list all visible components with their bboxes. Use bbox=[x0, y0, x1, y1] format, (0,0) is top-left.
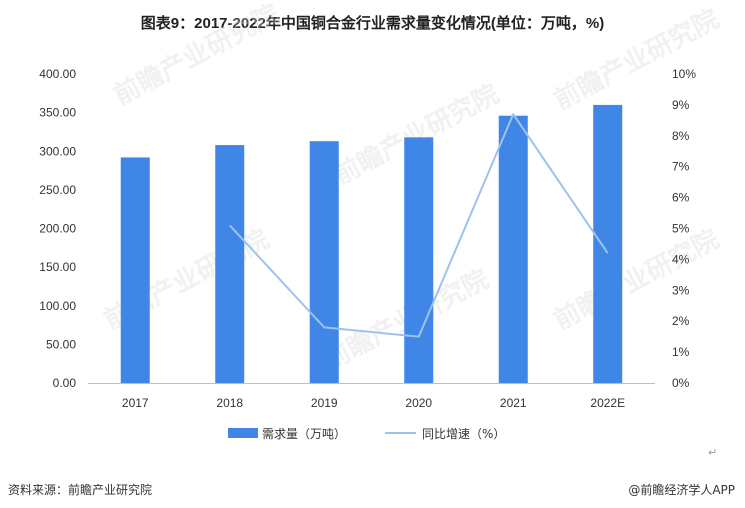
left-tick-label: 300.00 bbox=[39, 144, 76, 158]
brand-credit: @前瞻经济学人APP bbox=[628, 483, 735, 497]
left-tick-label: 250.00 bbox=[39, 183, 76, 197]
return-symbol: ↵ bbox=[708, 447, 718, 459]
right-tick-label: 5% bbox=[672, 222, 690, 236]
left-tick-label: 400.00 bbox=[39, 67, 76, 81]
left-tick-label: 150.00 bbox=[39, 260, 76, 274]
watermark-text: 前瞻产业研究院 bbox=[549, 223, 724, 336]
right-tick-label: 9% bbox=[672, 98, 690, 112]
legend: 需求量（万吨） 同比增速（%） bbox=[228, 427, 505, 441]
right-axis-ticks: 0% 1% 2% 3% 4% 5% 6% 7% 8% 9% 10% bbox=[672, 67, 696, 390]
left-tick-label: 350.00 bbox=[39, 106, 76, 120]
right-tick-label: 2% bbox=[672, 314, 690, 328]
legend-bar-swatch bbox=[228, 428, 258, 438]
x-tick-label: 2021 bbox=[500, 396, 527, 410]
x-tick-label: 2019 bbox=[311, 396, 338, 410]
watermark-text: 前瞻产业研究院 bbox=[549, 3, 724, 116]
bar-2017 bbox=[120, 157, 150, 383]
bar-2020 bbox=[404, 137, 434, 383]
left-tick-label: 50.00 bbox=[46, 337, 76, 351]
right-tick-label: 4% bbox=[672, 252, 690, 266]
x-tick-label: 2018 bbox=[216, 396, 243, 410]
right-tick-label: 7% bbox=[672, 160, 690, 174]
left-tick-label: 100.00 bbox=[39, 299, 76, 313]
right-tick-label: 10% bbox=[672, 67, 696, 81]
bar-2018 bbox=[215, 145, 245, 383]
x-axis-ticks: 2017 2018 2019 2020 2021 2022E bbox=[122, 396, 625, 410]
legend-line-label: 同比增速（%） bbox=[422, 427, 505, 441]
right-tick-label: 6% bbox=[672, 191, 690, 205]
right-tick-label: 8% bbox=[672, 129, 690, 143]
chart-title: 图表9：2017-2022年中国铜合金行业需求量变化情况(单位：万吨，%) bbox=[140, 15, 605, 32]
x-tick-label: 2020 bbox=[405, 396, 432, 410]
right-tick-label: 0% bbox=[672, 376, 690, 390]
source-note: 资料来源：前瞻产业研究院 bbox=[8, 483, 153, 497]
legend-bar-label: 需求量（万吨） bbox=[262, 427, 346, 441]
x-tick-label: 2022E bbox=[590, 396, 625, 410]
line-series bbox=[229, 113, 609, 338]
right-tick-label: 1% bbox=[672, 345, 690, 359]
bar-2021 bbox=[498, 115, 528, 383]
left-tick-label: 0.00 bbox=[53, 376, 77, 390]
bar-2022E bbox=[593, 104, 623, 384]
x-tick-label: 2017 bbox=[122, 396, 149, 410]
watermark-text: 前瞻产业研究院 bbox=[109, 0, 284, 111]
left-axis-ticks: 0.00 50.00 100.00 150.00 200.00 250.00 300.00 3… bbox=[39, 67, 76, 390]
left-tick-label: 200.00 bbox=[39, 222, 76, 236]
right-tick-label: 3% bbox=[672, 283, 690, 297]
bar-2019 bbox=[309, 141, 339, 383]
bar-series bbox=[120, 104, 623, 384]
